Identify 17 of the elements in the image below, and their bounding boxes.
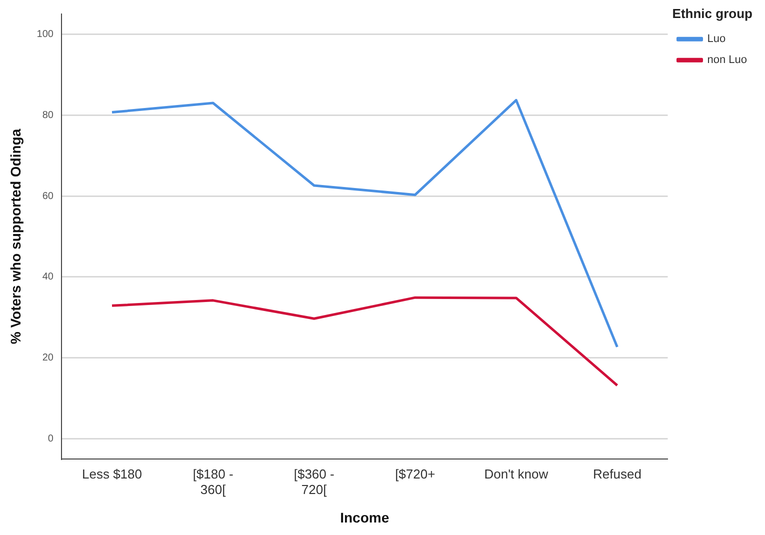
y-tick-label: 20 xyxy=(42,352,54,364)
y-tick-label: 100 xyxy=(36,28,54,40)
y-tick-label: 0 xyxy=(48,434,54,445)
x-tick-label: Refused xyxy=(593,466,642,482)
x-tick-label: [$720+ xyxy=(395,466,436,482)
legend-label: Luo xyxy=(707,33,726,46)
x-tick-label: [$180 - 360[ xyxy=(192,466,234,497)
legend-label: non Luo xyxy=(707,54,748,66)
x-axis-title: Income xyxy=(340,509,390,526)
x-tick-label: [$360 - 720[ xyxy=(294,466,334,497)
legend-title: Ethnic group xyxy=(672,6,752,22)
x-tick-label: Less $180 xyxy=(82,466,142,482)
y-tick-label: 40 xyxy=(42,272,54,283)
y-tick-label: 80 xyxy=(42,110,54,121)
x-tick-label: Don't know xyxy=(484,466,549,482)
y-tick-label: 60 xyxy=(42,190,54,202)
y-axis-title: % Voters who supported Odinga xyxy=(7,128,24,344)
